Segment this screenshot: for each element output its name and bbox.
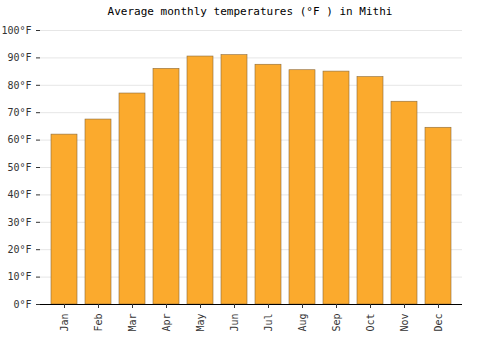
svg-text:90°F: 90°F [7,52,31,63]
svg-text:Jul: Jul [263,314,274,332]
svg-text:Dec: Dec [433,314,444,332]
svg-text:0°F: 0°F [13,299,31,310]
svg-text:Jun: Jun [229,314,240,332]
svg-text:May: May [195,314,206,332]
svg-text:100°F: 100°F [1,25,31,36]
html-text:Average monthly temperatures (: Average monthly temperatures (°F ) in Mi… [107,5,393,18]
svg-text:50°F: 50°F [7,162,31,173]
svg-text:Aug: Aug [297,314,308,332]
svg-text:Jan: Jan [59,314,70,332]
svg-text:60°F: 60°F [7,134,31,145]
svg-text:70°F: 70°F [7,107,31,118]
svg-text:Mar: Mar [127,314,138,332]
svg-text:Sep: Sep [331,314,342,332]
svg-text:80°F: 80°F [7,80,31,91]
svg-text:10°F: 10°F [7,271,31,282]
svg-text:20°F: 20°F [7,244,31,255]
svg-text:Apr: Apr [161,314,172,332]
svg-text:Nov: Nov [399,314,410,332]
svg-text:Oct: Oct [365,314,376,332]
svg-text:40°F: 40°F [7,189,31,200]
svg-text:30°F: 30°F [7,217,31,228]
svg-text:Feb: Feb [93,314,104,332]
